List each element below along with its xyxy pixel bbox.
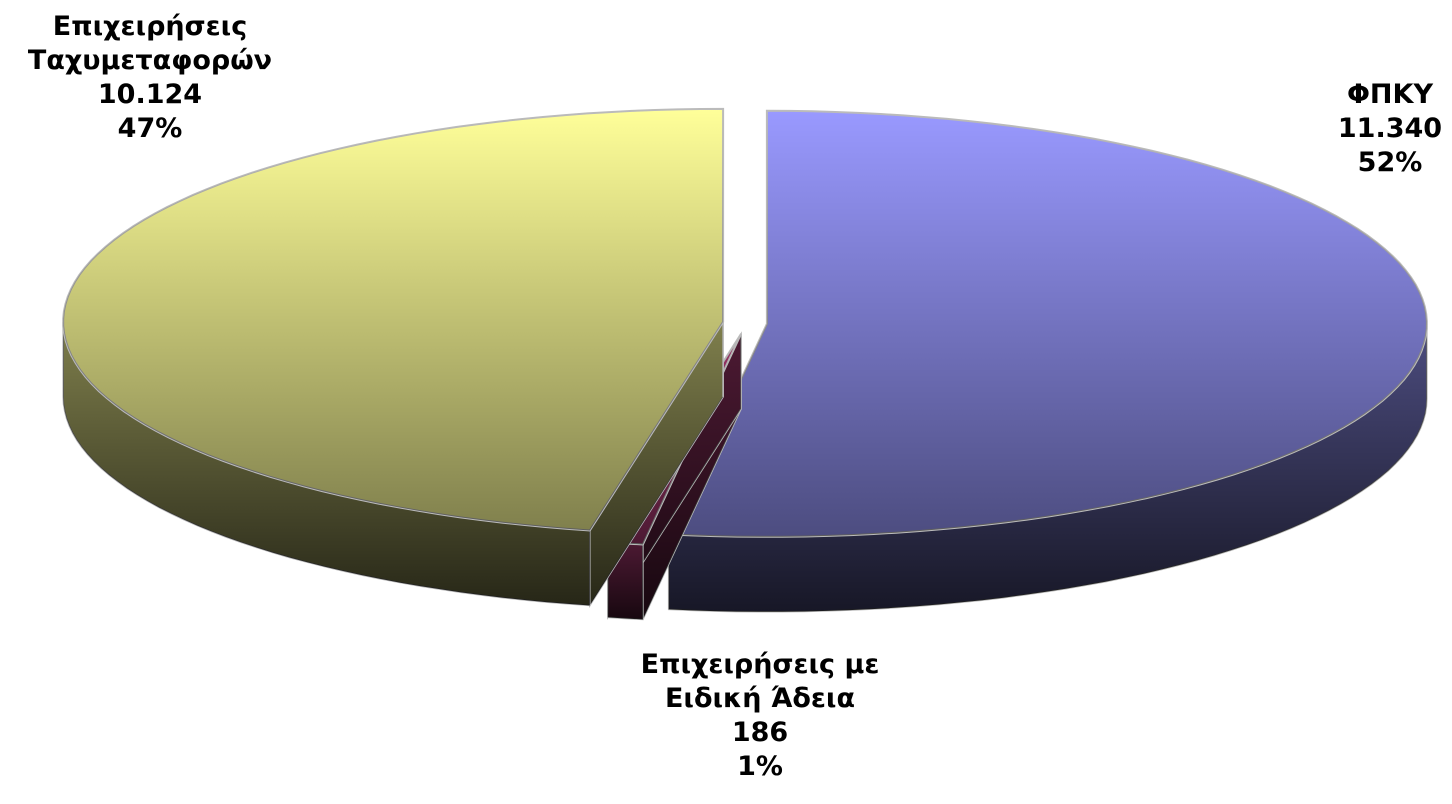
label-percent: 47% <box>117 113 183 144</box>
slice-label: ΦΠΚΥ 11.340 52% <box>1290 78 1452 180</box>
label-value: 186 <box>731 717 789 748</box>
slice-label: Επιχειρήσεις Ταχυμεταφορών 10.124 47% <box>0 10 300 146</box>
label-value: 11.340 <box>1337 113 1443 144</box>
label-percent: 52% <box>1357 147 1423 178</box>
label-name: ΦΠΚΥ <box>1346 79 1434 110</box>
shading <box>63 321 590 606</box>
slice-label: Επιχειρήσεις με Ειδική Άδεια 186 1% <box>610 648 910 784</box>
label-name: Επιχειρήσεις Ταχυμεταφορών <box>27 11 273 76</box>
shading <box>589 321 724 606</box>
label-percent: 1% <box>737 751 783 782</box>
shading <box>668 110 1427 537</box>
label-name: Επιχειρήσεις με Ειδική Άδεια <box>640 649 880 714</box>
shading <box>668 323 1427 612</box>
label-value: 10.124 <box>97 79 203 110</box>
shading <box>63 108 724 531</box>
